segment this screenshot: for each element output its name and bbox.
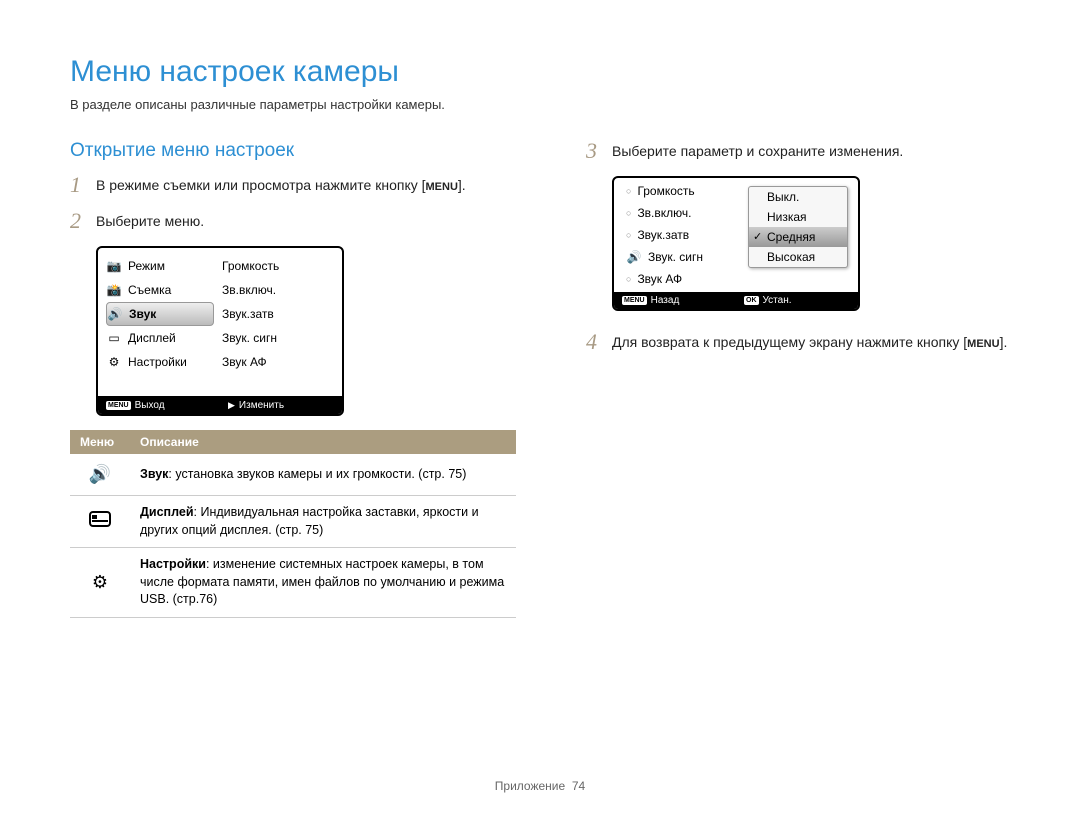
- menu-key-icon: MENU: [106, 401, 131, 410]
- step-number: 3: [586, 140, 612, 162]
- table-row: ⚙ Настройки: изменение системных настрое…: [70, 548, 516, 618]
- display-icon: [89, 516, 111, 530]
- step-number: 4: [586, 331, 612, 353]
- menu-key-icon: MENU: [622, 296, 647, 305]
- gear-icon: ⚙: [106, 355, 122, 369]
- menu-description-table: Меню Описание 🔊 Звук: установка звуков к…: [70, 430, 516, 618]
- lcd-left-menu: 📷Режим 📸Съемка 🔊Звук ▭Дисплей ⚙Настройки: [98, 248, 218, 396]
- submenu-af: Звук АФ: [222, 350, 336, 374]
- radio-icon: ○: [626, 274, 631, 284]
- lcd-footer: MENU Выход ▶ Изменить: [98, 396, 342, 414]
- submenu-signal: Звук. сигн: [222, 326, 336, 350]
- camera-lcd-submenu: ○Громкость ○Зв.включ. ○Звук.затв 🔊Звук. …: [612, 176, 860, 311]
- sound-icon: 🔊: [626, 250, 642, 264]
- sound-icon: 🔊: [89, 464, 111, 484]
- step-3: 3 Выберите параметр и сохраните изменени…: [586, 140, 1010, 162]
- page-description: В разделе описаны различные параметры на…: [70, 97, 1010, 112]
- lcd-right-submenu: Громкость Зв.включ. Звук.затв Звук. сигн…: [218, 248, 342, 396]
- menu-item-mode: 📷Режим: [106, 254, 214, 278]
- footer-edit-label: Изменить: [239, 400, 284, 411]
- section-title: Открытие меню настроек: [70, 140, 516, 162]
- display-icon: ▭: [106, 331, 122, 345]
- value-popup: Выкл. Низкая Средняя Высокая: [748, 186, 848, 268]
- footer-set-label: Устан.: [763, 295, 792, 306]
- popup-item-high: Высокая: [749, 247, 847, 267]
- menu-button-label: MENU: [967, 338, 999, 350]
- option-poweron: ○Зв.включ.: [626, 202, 730, 224]
- step-4: 4 Для возврата к предыдущему экрану нажм…: [586, 331, 1010, 353]
- lcd-footer: MENU Назад OK Устан.: [614, 292, 858, 309]
- popup-item-off: Выкл.: [749, 187, 847, 207]
- step-text: Выберите параметр и сохраните изменения.: [612, 140, 903, 162]
- footer-back-label: Назад: [651, 295, 680, 306]
- popup-item-mid-selected: Средняя: [749, 227, 847, 247]
- table-row: 🔊 Звук: установка звуков камеры и их гро…: [70, 454, 516, 496]
- option-shutter: ○Звук.затв: [626, 224, 730, 246]
- radio-icon: ○: [626, 208, 631, 218]
- menu-item-shoot: 📸Съемка: [106, 278, 214, 302]
- option-signal: 🔊Звук. сигн: [626, 246, 730, 268]
- option-volume: ○Громкость: [626, 180, 730, 202]
- menu-button-label: MENU: [426, 181, 458, 193]
- step-number: 1: [70, 174, 96, 196]
- menu-item-sound-selected: 🔊Звук: [106, 302, 214, 326]
- footer-exit-label: Выход: [135, 400, 165, 411]
- camera-mode-icon: 📷: [106, 259, 122, 273]
- menu-item-settings: ⚙Настройки: [106, 350, 214, 374]
- radio-icon: ○: [626, 186, 631, 196]
- page-footer: Приложение 74: [0, 779, 1080, 793]
- gear-icon: ⚙: [92, 572, 108, 592]
- radio-icon: ○: [626, 230, 631, 240]
- camera-lcd-menu: 📷Режим 📸Съемка 🔊Звук ▭Дисплей ⚙Настройки…: [96, 246, 344, 416]
- step-number: 2: [70, 210, 96, 232]
- submenu-poweron: Зв.включ.: [222, 278, 336, 302]
- table-header-menu: Меню: [70, 430, 130, 454]
- table-row: Дисплей: Индивидуальная настройка застав…: [70, 496, 516, 548]
- popup-item-low: Низкая: [749, 207, 847, 227]
- step-2: 2 Выберите меню.: [70, 210, 516, 232]
- options-column: ○Громкость ○Зв.включ. ○Звук.затв 🔊Звук. …: [614, 178, 734, 292]
- option-af: ○Звук АФ: [626, 268, 730, 290]
- step-text: Выберите меню.: [96, 210, 204, 232]
- step-text: В режиме съемки или просмотра нажмите кн…: [96, 174, 466, 196]
- sound-icon: 🔊: [107, 307, 123, 321]
- page-title: Меню настроек камеры: [70, 55, 1010, 89]
- right-arrow-icon: ▶: [228, 400, 235, 411]
- table-header-desc: Описание: [130, 430, 516, 454]
- right-column: 3 Выберите параметр и сохраните изменени…: [586, 140, 1010, 618]
- ok-key-icon: OK: [744, 296, 759, 305]
- submenu-shutter: Звук.затв: [222, 302, 336, 326]
- left-column: Открытие меню настроек 1 В режиме съемки…: [70, 140, 516, 618]
- step-text: Для возврата к предыдущему экрану нажмит…: [612, 331, 1007, 353]
- menu-item-display: ▭Дисплей: [106, 326, 214, 350]
- step-1: 1 В режиме съемки или просмотра нажмите …: [70, 174, 516, 196]
- camera-icon: 📸: [106, 283, 122, 297]
- submenu-volume: Громкость: [222, 254, 336, 278]
